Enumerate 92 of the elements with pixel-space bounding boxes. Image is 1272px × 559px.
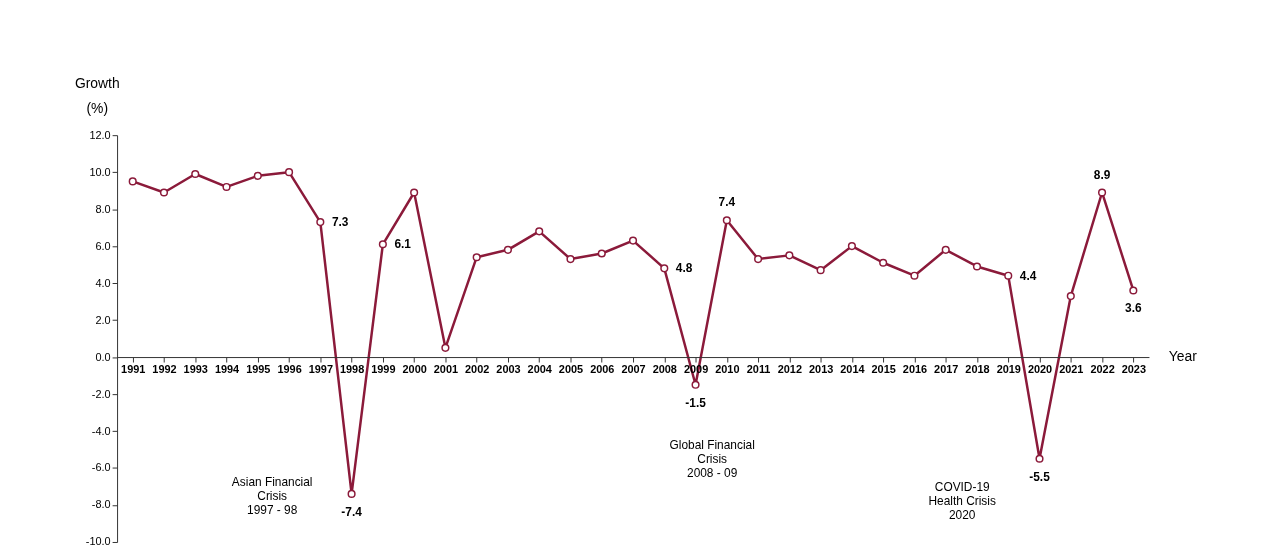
x-tick-label: 2020 [1027, 363, 1053, 376]
x-tick-label: 1996 [277, 363, 302, 376]
y-tick-label: 10.0 [89, 165, 111, 178]
point [1097, 188, 1107, 197]
point [1066, 291, 1075, 301]
x-tick-label: 2002 [465, 363, 490, 376]
y-tick-label: 4.0 [95, 276, 111, 289]
x-axis-title: Year [1168, 348, 1198, 365]
x-tick-label: 2021 [1059, 363, 1084, 376]
point [941, 245, 950, 254]
x-tick-label: 1991 [121, 363, 146, 376]
point [222, 182, 231, 192]
y-tick-label: -6.0 [91, 461, 111, 474]
x-tick-label: 2019 [996, 363, 1021, 376]
point [785, 251, 794, 260]
x-tick-label: 2016 [902, 363, 928, 376]
data-label: 4.8 [675, 261, 693, 276]
data-label: 6.1 [394, 237, 412, 252]
x-tick-label: 1993 [183, 363, 208, 376]
point [754, 254, 763, 264]
x-tick-label: 2008 [652, 363, 677, 376]
x-tick-label: 2010 [715, 363, 740, 376]
point [660, 264, 669, 273]
y-tick-label: -10.0 [85, 535, 111, 548]
point [316, 218, 325, 227]
data-label: -1.5 [685, 395, 707, 410]
annotation: COVID-19 Health Crisis 2020 [928, 480, 996, 523]
y-axis-title: Growth (%) [74, 74, 120, 117]
x-tick-label: 2013 [809, 363, 834, 376]
x-tick-label: 2007 [621, 363, 646, 376]
data-label: 8.9 [1093, 167, 1111, 182]
point [378, 240, 387, 249]
data-label: 3.6 [1125, 301, 1142, 316]
point [628, 236, 638, 245]
point [1129, 286, 1138, 295]
y-tick-label: 8.0 [95, 202, 111, 215]
x-tick-label: 1995 [246, 363, 271, 376]
x-tick-label: 2006 [590, 363, 615, 376]
x-tick-label: 2011 [746, 363, 771, 376]
point [879, 258, 888, 267]
x-tick-label: 2005 [558, 363, 584, 376]
point [472, 253, 481, 262]
point [597, 249, 606, 258]
data-label: 7.4 [718, 195, 736, 210]
x-tick-label: 1998 [339, 363, 365, 376]
y-tick-label: 6.0 [95, 239, 111, 252]
x-tick-label: 2000 [402, 363, 427, 376]
point [691, 380, 700, 389]
y-tick-label: -2.0 [91, 387, 111, 400]
point [722, 216, 731, 225]
x-tick-label: 2023 [1121, 363, 1146, 376]
point [566, 254, 575, 264]
point [253, 171, 262, 180]
point [441, 343, 450, 352]
x-tick-label: 2001 [433, 363, 459, 376]
x-tick-label: 2018 [965, 363, 990, 376]
point [128, 177, 137, 186]
x-tick-label: 1999 [371, 363, 396, 376]
point [972, 262, 982, 271]
x-tick-label: 1994 [214, 363, 240, 376]
x-tick-label: 1997 [308, 363, 333, 376]
x-tick-label: 1992 [152, 363, 177, 376]
y-tick-label: 2.0 [95, 313, 111, 326]
data-label: -5.5 [1029, 469, 1051, 484]
annotation: Global Financial Crisis 2008 - 09 [669, 437, 755, 480]
point [847, 242, 856, 251]
y-tick-label: -4.0 [91, 424, 111, 437]
point [503, 245, 513, 254]
y-tick-label: -8.0 [91, 498, 111, 511]
x-tick-label: 2014 [840, 363, 865, 376]
data-label: 7.3 [331, 215, 349, 230]
x-tick-label: 2003 [496, 363, 521, 376]
x-tick-label: 2012 [777, 363, 802, 376]
point [159, 188, 169, 197]
point [1035, 454, 1044, 463]
x-tick-label: 2017 [934, 363, 959, 376]
y-tick-label: 0.0 [95, 350, 111, 363]
point [1004, 271, 1013, 280]
point [347, 489, 356, 498]
x-tick-label: 2004 [527, 363, 552, 376]
point [284, 168, 294, 177]
point [910, 271, 919, 280]
x-tick-label: 2015 [871, 363, 896, 376]
point [816, 266, 825, 275]
point [410, 188, 419, 197]
point [535, 227, 544, 236]
data-label: 4.4 [1019, 268, 1037, 283]
data-label: -7.4 [341, 504, 363, 519]
y-tick-label: 12.0 [89, 128, 111, 141]
point [191, 169, 200, 179]
x-tick-label: 2022 [1090, 363, 1115, 376]
annotation: Asian Financial Crisis 1997 - 98 [231, 474, 313, 517]
